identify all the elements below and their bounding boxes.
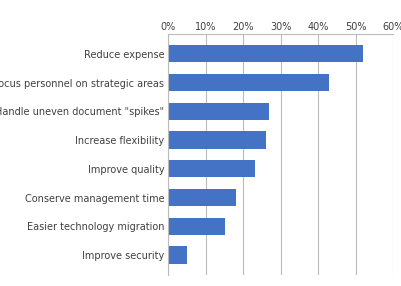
Bar [168,132,266,149]
Bar [168,74,329,91]
Bar [168,103,269,120]
Bar [168,189,236,206]
Bar [168,247,187,264]
Bar [168,160,255,177]
Bar [168,45,363,62]
Bar [168,218,225,235]
